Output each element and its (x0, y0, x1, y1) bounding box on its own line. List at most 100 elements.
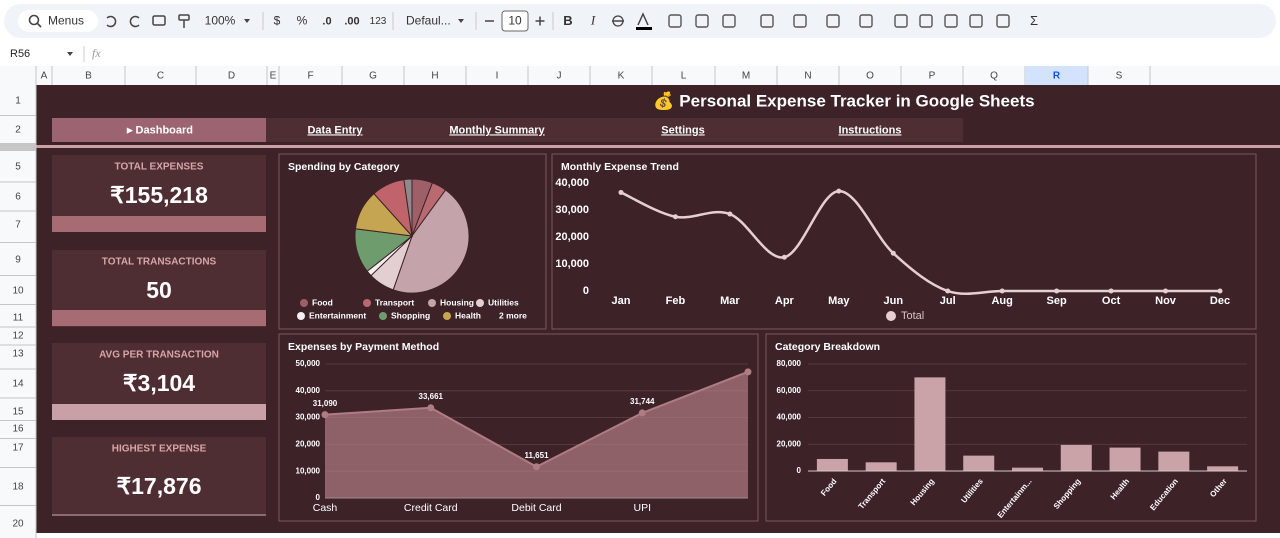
column-header[interactable]: J (557, 71, 562, 82)
toolbar-italic[interactable]: I (590, 12, 596, 27)
undo-icon[interactable] (106, 15, 117, 28)
column-header[interactable]: A (41, 71, 48, 82)
column-header[interactable]: F (307, 71, 313, 82)
nav-tab[interactable]: Settings (661, 124, 704, 136)
column-header[interactable]: I (496, 71, 499, 82)
column-header[interactable]: K (618, 71, 625, 82)
row-header[interactable]: 16 (12, 424, 24, 435)
toolbar-icon[interactable] (969, 14, 983, 28)
font-size-box[interactable] (501, 10, 529, 32)
x-tick-label: Jul (940, 295, 956, 307)
x-tick-label: Sep (1047, 295, 1067, 307)
row-header[interactable]: 18 (12, 482, 24, 493)
toolbar-dec-less[interactable]: .0 (322, 15, 331, 27)
row-header[interactable]: 13 (12, 349, 24, 360)
toolbar-icon[interactable] (722, 14, 736, 28)
row-header[interactable]: 14 (12, 379, 24, 390)
kpi-accent-bar (52, 310, 266, 326)
column-header[interactable]: Q (990, 71, 998, 82)
column-header[interactable]: S (1116, 71, 1123, 82)
column-header[interactable]: C (157, 71, 164, 82)
toolbar-search[interactable]: Menus (48, 14, 84, 28)
column-header[interactable]: M (742, 71, 750, 82)
toolbar-icon[interactable] (894, 14, 908, 28)
row-header[interactable]: 1 (15, 96, 21, 107)
data-point (1108, 288, 1114, 294)
name-box-caret[interactable] (67, 52, 73, 56)
column-header[interactable]: N (804, 71, 811, 82)
text-color-icon[interactable] (637, 12, 649, 26)
row-header[interactable]: 15 (12, 407, 24, 418)
fx-label: fx (92, 46, 101, 60)
bar (1109, 447, 1141, 471)
column-header[interactable]: P (929, 71, 936, 82)
toolbar-icon[interactable] (859, 14, 873, 28)
x-tick-label: UPI (633, 502, 651, 514)
legend-swatch (300, 299, 308, 307)
bar (914, 377, 946, 471)
data-point (427, 404, 435, 412)
toolbar-icon[interactable] (919, 14, 933, 28)
column-header[interactable]: H (431, 71, 438, 82)
column-header[interactable]: D (228, 71, 235, 82)
toolbar-format[interactable]: 123 (370, 16, 387, 27)
kpi-value: ₹3,104 (123, 370, 195, 396)
active-tab-label[interactable]: ▸ Dashboard (126, 124, 193, 136)
toolbar-icon[interactable] (996, 14, 1010, 28)
column-header[interactable]: R (1053, 71, 1061, 82)
redo-icon[interactable] (129, 15, 140, 28)
active-tab[interactable] (52, 118, 266, 142)
name-box[interactable]: R56 (10, 48, 30, 60)
dashboard-title: 💰 Personal Expense Tracker in Google She… (653, 90, 1034, 111)
legend-swatch (363, 299, 371, 307)
search-pill[interactable] (18, 10, 98, 32)
row-header[interactable]: 6 (15, 192, 21, 203)
y-tick-label: 40,000 (296, 386, 321, 395)
toolbar-icon[interactable] (760, 14, 774, 28)
tab-strip (266, 118, 963, 142)
legend-more[interactable]: 2 more (499, 310, 527, 320)
toolbar-zoom[interactable]: 100% (205, 14, 236, 28)
row-header[interactable]: 11 (13, 313, 24, 324)
kpi-accent-bar (52, 216, 266, 232)
row-header[interactable]: 5 (15, 162, 21, 173)
toolbar-icon[interactable] (944, 14, 958, 28)
toolbar-bold[interactable]: B (563, 13, 572, 28)
toolbar-currency[interactable]: $ (274, 14, 281, 28)
nav-tab[interactable]: Data Entry (307, 124, 363, 136)
row-header[interactable]: 12 (12, 331, 24, 342)
x-tick-label: Jun (883, 295, 903, 307)
row-header[interactable]: 10 (12, 286, 24, 297)
toolbar-icon[interactable] (695, 14, 709, 28)
toolbar-font[interactable]: Defaul... (406, 14, 451, 28)
y-tick-label: 0 (316, 493, 321, 502)
frozen-divider (0, 143, 36, 151)
column-header[interactable]: O (866, 71, 874, 82)
column-header[interactable]: G (369, 71, 377, 82)
column-header[interactable]: E (270, 71, 277, 82)
toolbar-functions[interactable]: Σ (1030, 13, 1038, 28)
data-point (727, 211, 733, 217)
legend-label: Entertainment (309, 310, 366, 320)
data-point (638, 409, 646, 417)
print-icon[interactable] (152, 15, 166, 26)
toolbar-icon[interactable] (826, 14, 840, 28)
row-header[interactable]: 17 (12, 443, 24, 454)
column-header[interactable]: B (85, 71, 92, 82)
row-header[interactable]: 2 (15, 125, 21, 136)
search-icon (28, 14, 40, 26)
nav-tab[interactable]: Monthly Summary (449, 124, 545, 136)
row-header[interactable]: 7 (15, 220, 21, 231)
toolbar-dec-more[interactable]: .00 (344, 15, 359, 27)
toolbar-font-size[interactable]: 10 (508, 14, 522, 28)
row-header[interactable]: 9 (15, 255, 21, 266)
toolbar-icon[interactable] (793, 14, 807, 28)
toolbar-percent[interactable]: % (297, 14, 308, 28)
row-header[interactable]: 20 (12, 519, 24, 530)
increase-font-icon[interactable] (535, 16, 545, 26)
column-header[interactable]: L (681, 71, 687, 82)
toolbar-icon[interactable] (668, 14, 682, 28)
strikethrough-icon[interactable] (612, 15, 624, 27)
legend-swatch (297, 312, 305, 320)
nav-tab[interactable]: Instructions (839, 124, 902, 136)
